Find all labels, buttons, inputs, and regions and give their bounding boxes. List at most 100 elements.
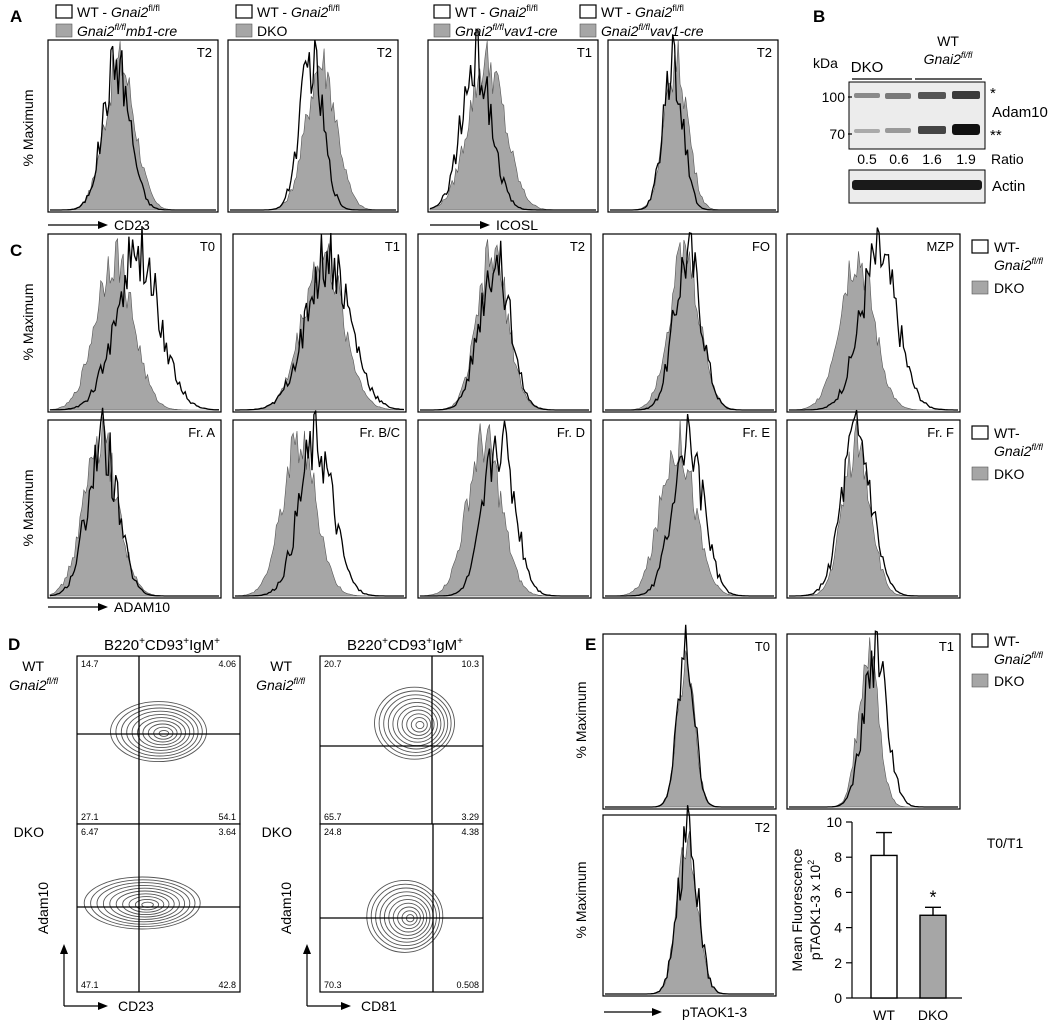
bar-y-label-2: pTAOK1-3 x 102 [806, 860, 823, 960]
wt-histogram-line [429, 28, 596, 211]
band-star-single: * [990, 85, 996, 102]
wt-histogram-line [420, 240, 589, 411]
panel-d-y-label-1: Adam10 [35, 882, 51, 934]
histogram-c-t0: T0 [47, 225, 222, 413]
panel-label-a: A [10, 7, 22, 26]
plot-title: MZP [927, 239, 954, 254]
arrow-head [480, 221, 490, 229]
dko-histogram-fill [788, 251, 958, 411]
contour-ring [415, 720, 425, 730]
plot-title: T2 [757, 45, 772, 60]
plot-title: T2 [570, 239, 585, 254]
legend-filled-label: DKO [994, 466, 1024, 482]
contour-ring [387, 698, 445, 750]
quadrant-ur: 3.64 [218, 827, 236, 837]
error-bar [925, 906, 941, 916]
wt-histogram-line [235, 232, 405, 411]
plot-frame [319, 655, 484, 825]
contour-ring [378, 690, 452, 757]
contour-ring [115, 890, 175, 918]
contour-ring [110, 701, 207, 763]
arrow-head [98, 221, 108, 229]
arrow-head [341, 1002, 351, 1010]
quadrant-ll: 27.1 [81, 812, 99, 822]
quadrant-ul: 6.47 [81, 827, 99, 837]
band [952, 124, 980, 135]
band-label-adam10: Adam10 [992, 104, 1048, 121]
panel-c-y-label-bottom: % Maximum [20, 469, 36, 546]
plot-title: Fr. D [557, 425, 585, 440]
legend-filled-swatch [55, 23, 73, 38]
legend-open-swatch [433, 4, 451, 19]
wt-histogram-line [50, 45, 216, 211]
legend-open-swatch [971, 239, 989, 254]
quadrant-lr: 0.508 [456, 980, 479, 990]
quadrant-lr: 54.1 [218, 812, 236, 822]
row-label-wt-gene: Gnai2fl/fl [256, 676, 306, 693]
contour-ring [406, 713, 432, 736]
wt-histogram-line [610, 34, 776, 211]
legend-filled-label: Gnai2fl/flvav1-cre [455, 22, 558, 39]
group-label-wt: WT [937, 33, 959, 49]
contour-ring [128, 896, 165, 913]
legend-filled-swatch [579, 23, 597, 38]
wt-histogram-line [230, 39, 396, 211]
panel-a-legend-3: WT - Gnai2fl/fl Gnai2fl/flvav1-cre [433, 3, 558, 39]
plot-frame [76, 823, 241, 993]
legend-open-swatch [971, 633, 989, 648]
row-label-dko: DKO [14, 824, 44, 840]
bar-chart: T0/T1 Mean Fluorescence pTAOK1-3 x 102 0… [789, 814, 1023, 1023]
panel-a-legend-4: WT - Gnai2fl/fl Gnai2fl/flvav1-cre [579, 3, 704, 39]
bar-y-label-1: Mean Fluorescence [789, 848, 805, 971]
legend-open-gene: Gnai2fl/fl [994, 650, 1044, 667]
y-tick-label: 0 [834, 990, 842, 1006]
marker-70: 70 [829, 126, 845, 142]
adam10-upper-bands [854, 91, 980, 99]
wt-histogram-line [789, 227, 958, 411]
panel-label-d: D [8, 635, 20, 654]
contour-ring [115, 704, 203, 760]
panel-d: B220+CD93+IgM+ B220+CD93+IgM+ WT Gnai2fl… [9, 636, 484, 1014]
bar-wt [870, 854, 898, 999]
contour-ring [120, 707, 199, 757]
row-label-wt: WT [270, 658, 292, 674]
band [952, 91, 980, 99]
quadrant-ur: 4.38 [461, 827, 479, 837]
panel-d-x-label-2: CD81 [361, 998, 397, 1014]
quadrant-lr: 42.8 [218, 980, 236, 990]
contour-ring [383, 694, 449, 753]
legend-open-swatch [235, 4, 253, 19]
arrow-head [98, 603, 108, 611]
histogram-c-fr-a: Fr. A [47, 407, 222, 599]
histogram-c-t1: T1 [232, 232, 407, 413]
panel-c-legend-top: WT- Gnai2fl/fl DKO [971, 239, 1044, 296]
arrow-head [652, 1008, 662, 1016]
histogram-e-t0: T0 [602, 624, 777, 810]
panel-label-b: B [813, 7, 825, 26]
legend-filled-label: DKO [994, 673, 1024, 689]
gate-label-1: B220+CD93+IgM+ [104, 636, 220, 654]
quadrant-ur: 4.06 [218, 659, 236, 669]
contour-ring [370, 883, 441, 950]
panel-e-x-label: pTAOK1-3 [682, 1004, 747, 1020]
contour-wt-cd23: 14.7 4.06 27.1 54.1 [76, 655, 241, 825]
y-tick-label: 2 [834, 955, 842, 971]
legend-open-label: WT- [994, 633, 1020, 649]
actin-label: Actin [992, 178, 1025, 195]
panel-c-x-label: ADAM10 [114, 599, 170, 615]
legend-filled-label: Gnai2fl/flmb1-cre [77, 22, 177, 39]
panel-e-legend: WT- Gnai2fl/fl DKO [971, 633, 1044, 689]
band [918, 126, 946, 134]
plot-title: T0 [200, 239, 215, 254]
contour-ring [83, 876, 201, 930]
panel-a: WT - Gnai2fl/fl Gnai2fl/flmb1-cre WT - G… [20, 3, 779, 233]
wt-histogram-line [420, 420, 589, 597]
legend-open-label: WT - Gnai2fl/fl [257, 3, 340, 20]
panel-a-legend-1: WT - Gnai2fl/fl Gnai2fl/flmb1-cre [55, 3, 177, 39]
y-tick-label: 8 [834, 849, 842, 865]
histogram-c-fr-bc: Fr. B/C [232, 410, 407, 599]
legend-open-label: WT - Gnai2fl/fl [455, 3, 538, 20]
panel-a-y-label: % Maximum [20, 89, 36, 166]
contour-ring [142, 720, 182, 746]
panel-d-x-label-1: CD23 [118, 998, 154, 1014]
